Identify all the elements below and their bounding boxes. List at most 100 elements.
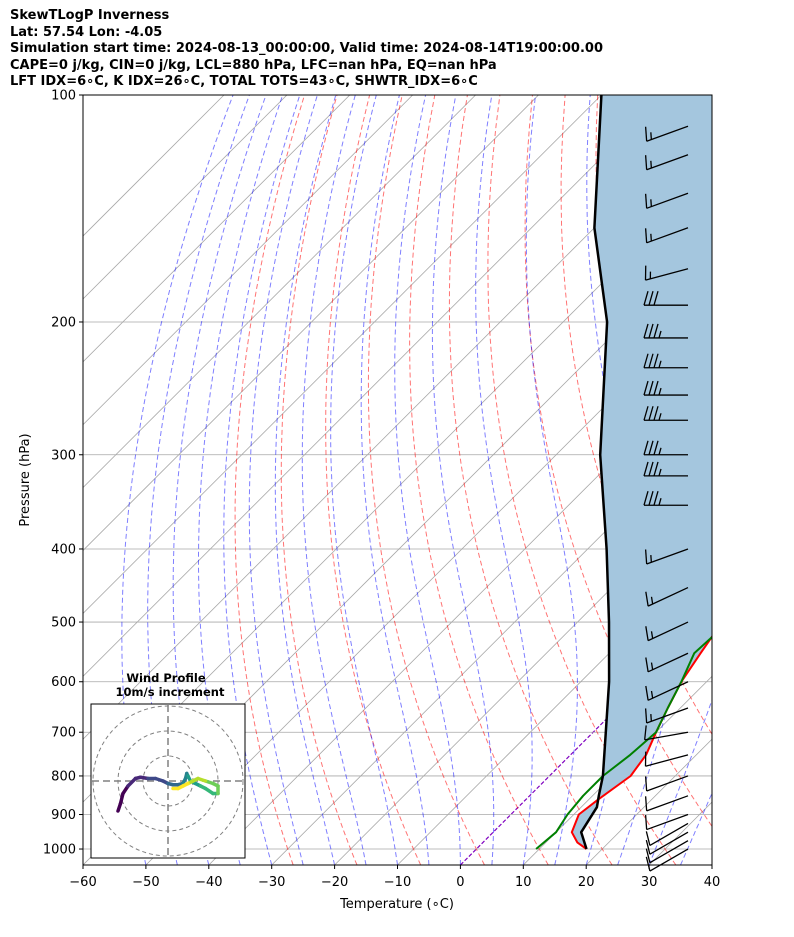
x-tick-label: −30 xyxy=(258,875,285,890)
moist-adiabat xyxy=(680,791,712,865)
wind-profile-inset: Wind Profile 10m/s increment xyxy=(90,671,246,859)
wind-barb xyxy=(643,380,688,396)
isotherm xyxy=(83,95,602,614)
y-tick-label: 500 xyxy=(51,616,76,631)
wind-barb xyxy=(644,751,689,767)
dry-adiabat xyxy=(409,95,549,865)
temperature-line xyxy=(570,634,712,850)
moist-adiabats xyxy=(121,95,712,865)
moist-adiabat xyxy=(711,863,712,865)
wind-barb xyxy=(644,813,689,831)
wind-barb xyxy=(645,586,689,607)
isotherm xyxy=(397,549,712,865)
wind-barb xyxy=(643,353,688,369)
dry-adiabat xyxy=(524,95,712,828)
wind-barb xyxy=(643,491,688,506)
hodograph xyxy=(92,705,244,857)
x-tick-label: −40 xyxy=(195,875,222,890)
dry-adiabat xyxy=(367,95,485,865)
dry-adiabat xyxy=(761,95,794,865)
wind-barb xyxy=(645,652,689,673)
inset-title: Wind Profile xyxy=(126,671,206,685)
dry-adiabat xyxy=(448,95,613,865)
moist-adiabat xyxy=(648,698,712,865)
x-tick-label: −20 xyxy=(321,875,348,890)
dry-adiabat xyxy=(280,95,358,865)
isotherm xyxy=(775,95,794,865)
moist-adiabat xyxy=(223,95,301,865)
isotherm xyxy=(83,95,351,363)
hodograph-segment xyxy=(126,776,138,788)
wind-barb xyxy=(644,125,689,142)
wind-barb xyxy=(645,822,689,847)
moist-adiabat xyxy=(248,95,318,865)
inset-subtitle: 10m/s increment xyxy=(116,685,225,699)
wind-barb xyxy=(643,440,688,456)
y-tick-label: 100 xyxy=(51,89,76,104)
moist-adiabat xyxy=(274,95,337,865)
location-line: Lat: 57.54 Lon: -4.05 xyxy=(10,24,163,40)
x-axis: −60 −50 −40 −30 −20 −10 0 10 20 30 40 xyxy=(69,865,720,890)
y-tick-label: 400 xyxy=(51,542,76,557)
moist-adiabat xyxy=(172,95,267,865)
indices-line-2: LFT IDX=6∘C, K IDX=26∘C, TOTAL TOTS=43∘C… xyxy=(10,74,478,89)
wind-barb xyxy=(645,848,689,872)
x-tick-label: −60 xyxy=(69,875,96,890)
dry-adiabat xyxy=(234,95,305,865)
wind-barb xyxy=(644,707,689,724)
moist-adiabat xyxy=(525,95,578,865)
dry-adiabat xyxy=(325,95,422,865)
x-tick-label: 20 xyxy=(578,875,595,890)
moist-adiabat xyxy=(360,95,430,865)
y-axis: 1000 900 800 700 600 500 400 300 200 100 xyxy=(43,89,83,858)
isotherm xyxy=(83,95,539,552)
wind-barb xyxy=(643,406,688,421)
isotherm xyxy=(83,95,225,237)
x-tick-label: −50 xyxy=(132,875,159,890)
dewpoint-line xyxy=(535,635,712,850)
x-tick-label: 30 xyxy=(641,875,658,890)
wind-barb xyxy=(643,323,688,339)
moist-adiabat xyxy=(617,95,699,865)
y-tick-label: 800 xyxy=(51,769,76,784)
wind-barb xyxy=(645,840,689,864)
isotherm xyxy=(334,487,712,865)
x-tick-label: −10 xyxy=(384,875,411,890)
wind-barb xyxy=(644,548,689,565)
x-tick-label: 10 xyxy=(515,875,532,890)
wind-barbs xyxy=(643,125,689,872)
wind-barb xyxy=(644,154,689,171)
isotherm xyxy=(145,298,712,865)
y-tick-label: 600 xyxy=(51,675,76,690)
indices-line-1: CAPE=0 j/kg, CIN=0 j/kg, LCL=880 hPa, LF… xyxy=(10,57,497,73)
isotherm xyxy=(83,95,476,489)
y-tick-label: 1000 xyxy=(43,843,76,858)
cin-shading xyxy=(571,95,712,849)
y-tick-label: 300 xyxy=(51,448,76,463)
wind-barb xyxy=(644,795,689,812)
isotherm xyxy=(711,864,712,865)
chart-header: SkewTLogP Inverness Lat: 57.54 Lon: -4.0… xyxy=(10,8,603,91)
moist-adiabat xyxy=(330,95,398,865)
wind-barb xyxy=(644,265,689,281)
time-line: Simulation start time: 2024-08-13_00:00:… xyxy=(10,41,603,56)
plot-content xyxy=(83,95,794,865)
dry-adiabat xyxy=(487,95,677,865)
parcel-line xyxy=(579,95,611,850)
x-tick-label: 40 xyxy=(704,875,721,890)
wind-barb xyxy=(644,192,689,209)
wind-barb xyxy=(645,831,689,855)
wind-barb xyxy=(645,681,689,701)
wind-barb xyxy=(644,725,689,741)
chart-title: SkewTLogP Inverness xyxy=(10,8,170,23)
isotherm xyxy=(83,95,288,300)
y-tick-label: 900 xyxy=(51,808,76,823)
wind-barb xyxy=(644,775,689,792)
isotherm xyxy=(83,95,665,677)
x-tick-label: 0 xyxy=(456,875,464,890)
y-axis-label: Pressure (hPa) xyxy=(18,433,33,526)
wind-barb xyxy=(643,461,688,477)
moist-adiabat xyxy=(394,95,461,865)
zero-isotherm xyxy=(459,612,712,865)
